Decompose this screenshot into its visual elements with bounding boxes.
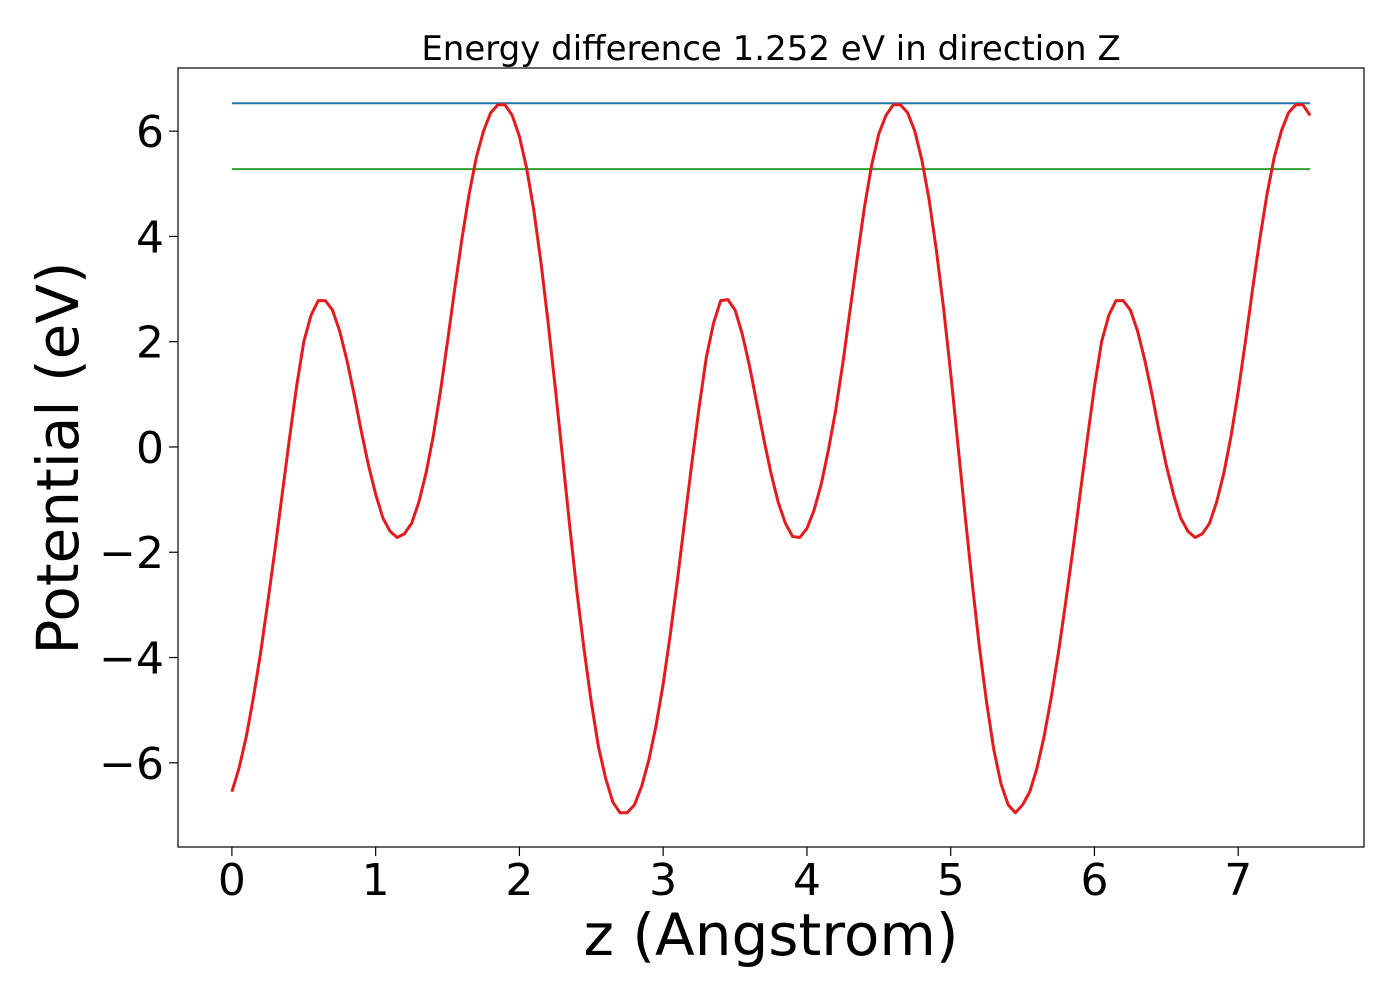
x-tick-label: 0	[218, 855, 246, 906]
y-tick-label: −2	[99, 528, 164, 579]
series-line-2	[230, 103, 1312, 815]
chart-title: Energy difference 1.252 eV in direction …	[421, 29, 1120, 69]
x-tick-label: 6	[1080, 855, 1108, 906]
y-tick-label: 2	[136, 318, 164, 369]
series-layer	[230, 102, 1312, 815]
x-tick-label: 4	[793, 855, 821, 906]
y-axis-label: Potential (eV)	[24, 261, 92, 654]
y-tick-label: −6	[99, 739, 164, 790]
x-tick-label: 5	[937, 855, 965, 906]
x-axis-label: z (Angstrom)	[584, 901, 959, 969]
x-tick-label: 3	[649, 855, 677, 906]
y-tick-label: 4	[136, 212, 164, 263]
y-axis-ticks: −6 −4 −2 0 2 4 6	[99, 107, 178, 790]
x-tick-label: 7	[1224, 855, 1252, 906]
plot-frame	[177, 67, 1365, 848]
y-tick-label: −4	[99, 634, 164, 685]
x-axis-ticks: 0 1 2 3 4 5 6 7	[218, 847, 1252, 906]
y-tick-label: 6	[136, 107, 164, 158]
x-tick-label: 2	[505, 855, 533, 906]
y-tick-label: 0	[136, 423, 164, 474]
x-tick-label: 1	[362, 855, 390, 906]
